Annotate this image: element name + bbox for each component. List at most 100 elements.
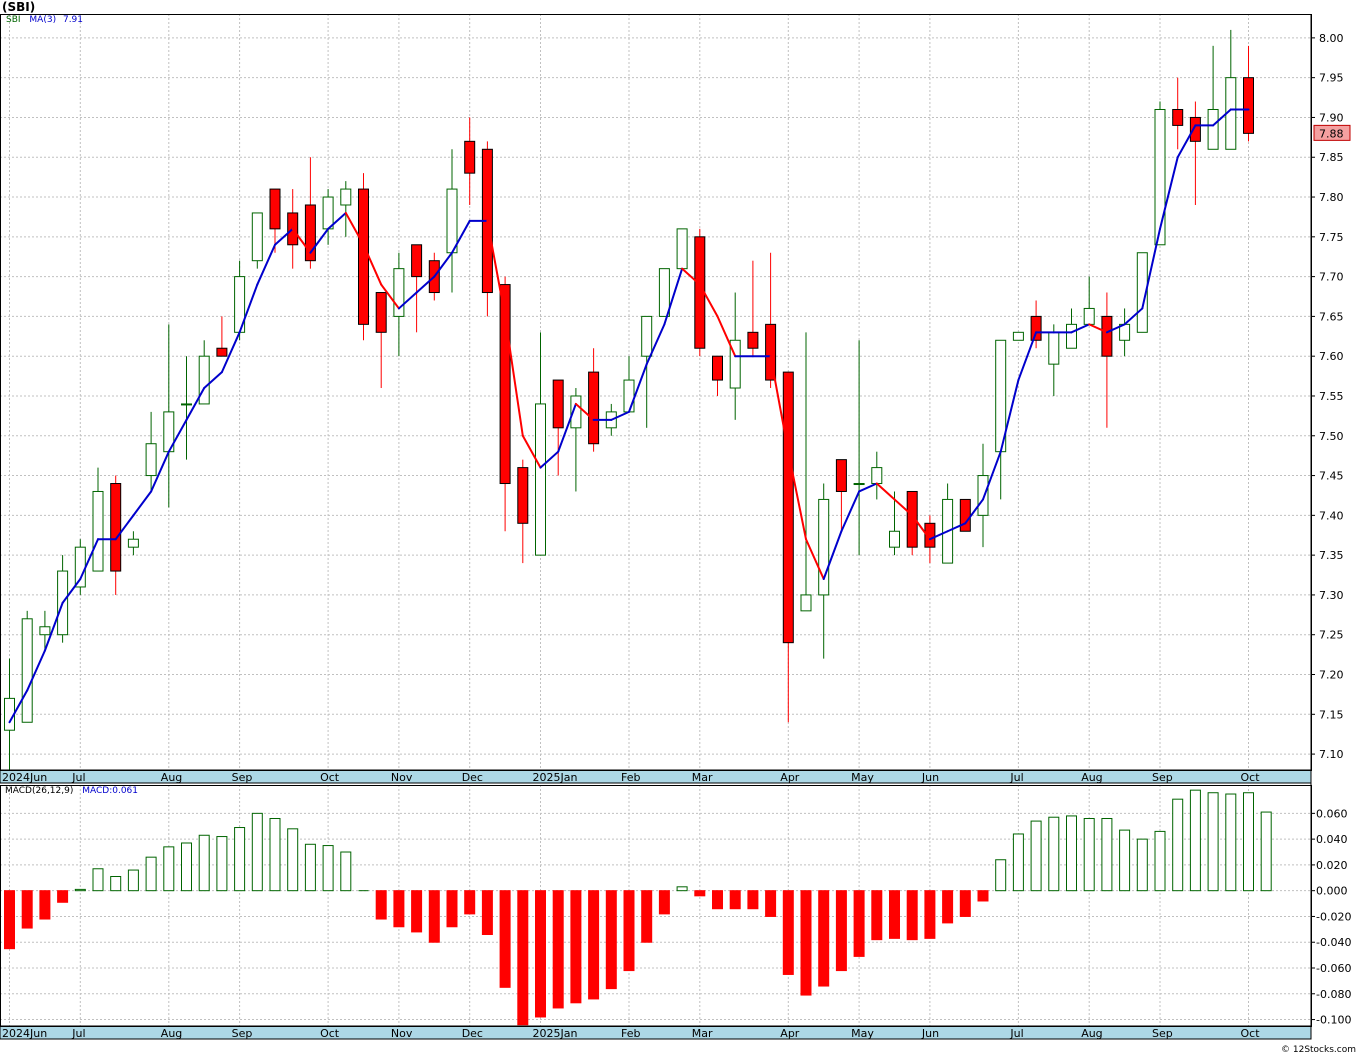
macd-bar-positive	[287, 828, 299, 892]
price-x-month-label: Jun	[921, 771, 939, 784]
macd-bar-positive	[340, 851, 352, 892]
copyright-footer: © 12Stocks.com	[1281, 1045, 1356, 1055]
price-tick-label: 7.70	[1319, 271, 1344, 284]
price-tick-label: 7.25	[1319, 629, 1344, 642]
ma-segment	[698, 283, 719, 318]
macd-bar-negative	[906, 890, 918, 941]
price-legend-symbol: SBI	[6, 15, 21, 25]
macd-bar-negative	[871, 890, 883, 941]
price-x-month-label: May	[851, 771, 874, 784]
ma-segment	[309, 227, 330, 254]
price-x-month-label: 2025Jan	[533, 771, 578, 784]
macd-bar-negative	[712, 890, 723, 910]
macd-legend-label: MACD(26,12,9)	[5, 786, 74, 796]
ma-segment	[1070, 323, 1091, 334]
ma-segment	[1141, 227, 1161, 310]
macd-bar-negative	[835, 890, 847, 972]
macd-bar-negative	[393, 890, 405, 928]
macd-bar-negative	[924, 890, 936, 939]
macd-bar-positive	[1030, 820, 1042, 892]
macd-bar-positive	[1207, 792, 1219, 892]
ma-segment	[415, 275, 436, 294]
macd-x-month-label: Oct	[320, 1027, 340, 1040]
price-tick-label: 7.75	[1319, 231, 1344, 244]
macd-bar-negative	[800, 890, 812, 996]
ma-segment	[858, 482, 878, 493]
candle-body-up	[39, 626, 51, 636]
price-x-month-label: Apr	[780, 771, 800, 784]
ma-segment	[663, 267, 684, 326]
candle-body-down	[765, 323, 777, 381]
macd-x-month-label: Jul	[71, 1027, 85, 1040]
price-x-month-label: 2024Jun	[2, 771, 47, 784]
macd-bar-negative	[977, 890, 989, 902]
ma-segment	[610, 410, 630, 421]
candle-body-up	[818, 498, 830, 596]
candle-body-down	[1189, 116, 1201, 142]
candle-body-up	[1083, 307, 1095, 325]
candle-body-down	[747, 331, 759, 349]
candle-body-up	[1048, 331, 1060, 365]
macd-bar-negative	[641, 890, 653, 943]
macd-bar-negative	[853, 890, 865, 957]
ma-segment	[1176, 124, 1197, 159]
macd-x-month-label: Feb	[621, 1027, 640, 1040]
macd-bar-negative	[605, 890, 617, 990]
price-tick-label: 7.20	[1319, 669, 1344, 682]
ma-segment	[132, 490, 153, 517]
ma-segment	[79, 538, 99, 581]
candle-body-up	[729, 339, 741, 389]
candle-body-down	[1101, 315, 1113, 357]
macd-bar-negative	[464, 890, 476, 915]
macd-bar-positive	[1101, 818, 1113, 892]
macd-bar-positive	[216, 836, 228, 892]
macd-bar-negative	[39, 890, 51, 920]
macd-bar-positive	[234, 827, 246, 892]
macd-y-axis: -0.100 -0.080 -0.060 -0.040 -0.020 0.000 0.020…	[1311, 807, 1351, 1027]
macd-bar-positive	[1243, 792, 1254, 892]
macd-tick-label: 0.020	[1316, 859, 1348, 872]
macd-bar-negative	[694, 890, 706, 897]
macd-bar-positive	[1066, 815, 1077, 892]
ma-segment	[964, 498, 984, 525]
ma-segment	[716, 315, 737, 358]
macd-bar-positive	[163, 846, 175, 892]
ma-segment	[433, 251, 453, 278]
ma-legend-label: MA(3)	[29, 15, 57, 25]
candle-body-up	[393, 268, 405, 317]
macd-bar-negative	[481, 890, 493, 935]
macd-bar-positive	[92, 868, 104, 892]
macd-bar-positive	[322, 845, 334, 892]
price-x-month-label: Aug	[161, 771, 182, 784]
ma-segment	[911, 514, 931, 541]
candle-body-down	[552, 379, 564, 429]
ma-segment	[397, 291, 418, 310]
price-tick-label: 7.60	[1319, 350, 1344, 363]
ma-segment	[982, 450, 1002, 501]
candle-body-down	[1172, 108, 1184, 126]
candle-body-up	[1066, 323, 1077, 349]
ma-segment	[539, 450, 560, 469]
price-x-month-label: Mar	[692, 771, 713, 784]
macd-legend: MACD(26,12,9) MACD:0.061	[5, 786, 138, 796]
ma-segment	[26, 649, 46, 692]
macd-bar-negative	[428, 890, 440, 943]
candle-body-up	[1207, 108, 1219, 150]
macd-bar-negative	[729, 890, 741, 910]
price-x-month-label: Jul	[71, 771, 85, 784]
candle-body-up	[977, 475, 989, 516]
macd-x-month-label: May	[851, 1027, 874, 1040]
candle-body-up	[889, 530, 900, 548]
macd-panel-frame	[0, 785, 1312, 1027]
price-tick-label: 8.00	[1319, 32, 1344, 45]
macd-x-month-label: Mar	[692, 1027, 713, 1040]
candle-body-down	[906, 490, 918, 548]
ma-segment	[362, 243, 383, 286]
macd-bar-negative	[535, 890, 546, 1018]
candle-body-up	[127, 538, 139, 548]
candle-body-up	[1012, 331, 1024, 341]
candle-body-up	[181, 403, 192, 406]
ma-segment	[1017, 331, 1038, 382]
ma-segment	[451, 219, 471, 254]
ma-segment	[875, 482, 896, 501]
